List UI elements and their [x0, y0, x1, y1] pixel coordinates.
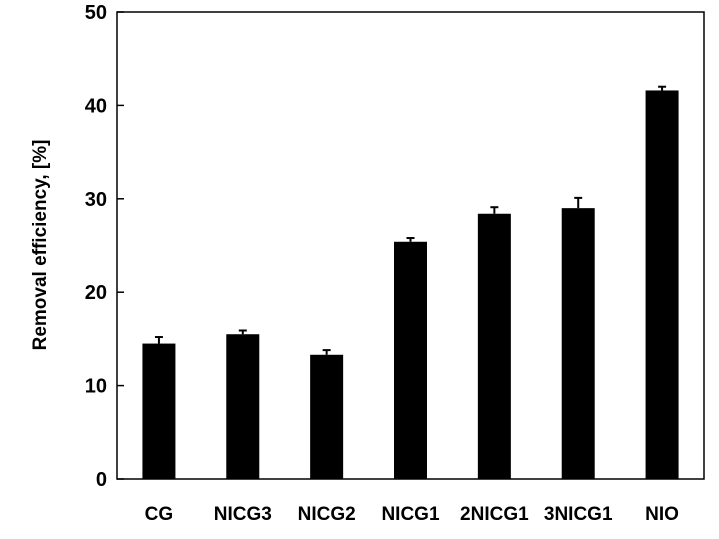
- x-tick-label: NIO: [645, 504, 679, 525]
- x-tick-label: CG: [145, 504, 174, 525]
- bar: [561, 208, 595, 479]
- bars: [142, 85, 679, 480]
- x-tick-label: NICG3: [214, 504, 272, 525]
- x-tick-label: 2NICG1: [460, 504, 529, 525]
- bar: [226, 334, 260, 479]
- y-tick-label: 0: [96, 469, 107, 491]
- x-tick-label: NICG2: [298, 504, 356, 525]
- bar: [477, 213, 511, 479]
- bar: [142, 343, 176, 479]
- y-tick-label: 10: [85, 376, 107, 398]
- y-tick-label: 40: [85, 95, 107, 117]
- bar: [394, 241, 427, 479]
- bar: [645, 90, 679, 480]
- x-tick-label: NICG1: [381, 504, 440, 525]
- y-tick-label: 50: [85, 2, 107, 24]
- y-tick-label: 20: [85, 282, 107, 304]
- x-tick-label: 3NICG1: [544, 504, 613, 525]
- labels: 0 10 20 30 40 50 CG NICG3 NICG2 NICG1 2NICG1 3NICG1…: [85, 2, 679, 525]
- bar: [310, 354, 344, 479]
- y-axis-label: Removal efficiency, [%]: [30, 140, 51, 351]
- y-tick-label: 30: [85, 189, 107, 211]
